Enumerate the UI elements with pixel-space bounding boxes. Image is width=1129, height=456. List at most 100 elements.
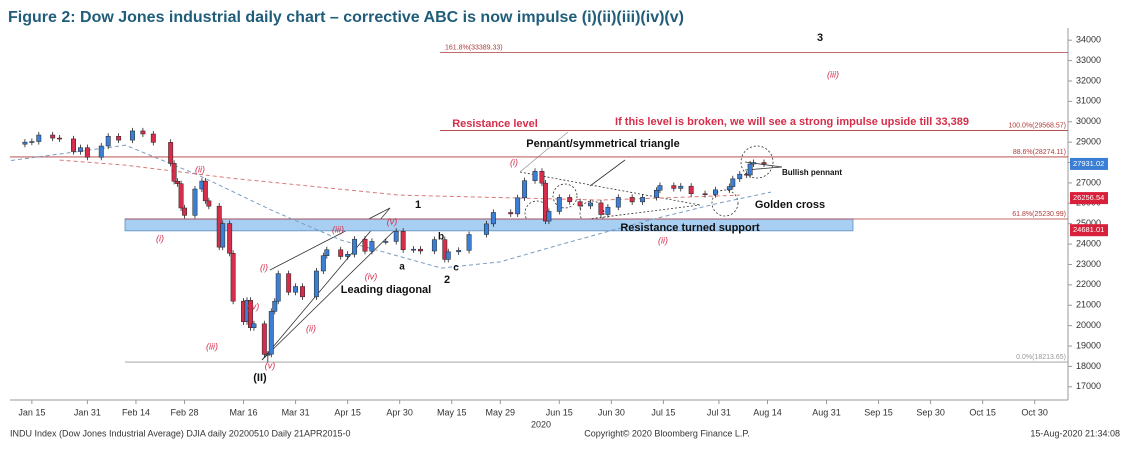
diagonal-line (269, 207, 391, 271)
candle-body (206, 200, 212, 207)
candle-body (324, 249, 330, 256)
candle-body (105, 135, 111, 147)
x-tick-label: Apr 15 (334, 407, 361, 417)
candle-body (84, 147, 90, 158)
candle-body (168, 142, 174, 164)
level-label: 0.0%(18213.65) (1016, 354, 1066, 361)
annotation: Bullish pennant (782, 168, 842, 177)
candle-body (751, 162, 757, 165)
candle-body (293, 286, 299, 293)
candle-body (286, 273, 292, 293)
price-tag-label: 26256.54 (1073, 193, 1104, 202)
price-tag (1070, 157, 1108, 170)
y-tick-label: 24000 (1076, 238, 1101, 248)
candle-body (490, 212, 496, 225)
candle-body (678, 185, 684, 189)
footer-left: INDU Index (Dow Jones Industrial Average… (10, 428, 351, 438)
candle-body (261, 323, 267, 355)
candle-body (140, 130, 146, 135)
candle-body (532, 171, 538, 181)
moving-average (59, 159, 740, 201)
candle-body (383, 241, 389, 243)
annotation: 3 (817, 32, 823, 44)
annotation: (i) (260, 262, 268, 272)
x-tick-label: Jan 15 (18, 407, 45, 417)
annotation: Resistance level (452, 118, 538, 130)
candle-body (57, 137, 63, 140)
candle-body (248, 300, 253, 328)
x-tick-label: Jun 30 (598, 407, 625, 417)
annotation: (ii) (658, 235, 668, 245)
pennant-line (744, 161, 783, 168)
circle (579, 200, 605, 226)
candle-body (640, 197, 646, 203)
y-tick-label: 22000 (1076, 279, 1101, 289)
candle-body (556, 197, 562, 212)
annotation: (iii) (332, 224, 344, 234)
annotation: a (399, 262, 405, 273)
drawings (261, 131, 783, 361)
candle-body (202, 180, 208, 202)
x-tick-label: Oct 30 (1021, 407, 1048, 417)
x-tick-label: Jan 31 (74, 407, 101, 417)
annotation: (v) (265, 360, 276, 370)
x-tick-label: Jul 31 (707, 407, 731, 417)
x-tick-label: Mar 31 (282, 407, 310, 417)
y-tick-label: 23000 (1076, 259, 1101, 269)
candle-body (192, 188, 198, 216)
annotation: (iv) (365, 271, 378, 281)
candle-body (227, 223, 233, 254)
x-tick-label: May 15 (437, 407, 467, 417)
candle-body (657, 185, 663, 191)
candle-body (150, 133, 156, 143)
candle-body (116, 135, 122, 141)
triangle-line (519, 171, 701, 206)
candle-body (688, 185, 694, 194)
candle-body (747, 163, 753, 176)
annotation: (iv) (247, 301, 260, 311)
y-tick-label: 32000 (1076, 75, 1101, 85)
annotation: c (453, 263, 459, 274)
candle-body (313, 270, 319, 298)
candle-body (130, 130, 135, 141)
candle-body (171, 163, 177, 182)
price-tag (1070, 224, 1108, 237)
diagonal-line (261, 224, 401, 361)
candle-body (36, 134, 42, 142)
arrow (589, 159, 626, 187)
level-label: 100.0%(29568.57) (1008, 122, 1066, 129)
candle-body (546, 211, 552, 222)
annotation: Pennant/symmetrical triangle (526, 138, 679, 150)
candle-body (393, 230, 399, 242)
candle-body (456, 250, 462, 253)
circle (711, 189, 739, 217)
annotation: (v) (387, 216, 398, 226)
candle-body (522, 180, 528, 199)
annotation: (iii) (206, 341, 218, 351)
candle-body (178, 183, 184, 209)
candle-body (588, 202, 593, 207)
x-tick-label: Aug 14 (753, 407, 782, 417)
annotation: (i) (510, 157, 518, 167)
y-tick-label: 21000 (1076, 300, 1101, 310)
chart-title: Figure 2: Dow Jones industrial daily cha… (8, 9, 684, 26)
candle-body (445, 251, 451, 260)
candle-body (577, 201, 583, 207)
candle-body (272, 300, 278, 312)
candle-body (369, 241, 375, 252)
candle-body (338, 249, 344, 257)
annotation: Resistance turned support (620, 222, 760, 234)
x-tick-label: Sep 30 (916, 407, 945, 417)
candle-body (98, 145, 104, 158)
price-tag (1070, 192, 1108, 205)
candle-body (182, 207, 187, 216)
annotation: b (438, 232, 444, 243)
y-tick-label: 19000 (1076, 340, 1101, 350)
annotation: Golden cross (755, 199, 825, 211)
candle-body (29, 141, 35, 143)
candle-body (483, 223, 489, 235)
footer-center: Copyright© 2020 Bloomberg Finance L.P. (584, 428, 750, 438)
candle-body (761, 162, 767, 165)
candle-body (175, 181, 181, 184)
candle-body (352, 238, 358, 255)
